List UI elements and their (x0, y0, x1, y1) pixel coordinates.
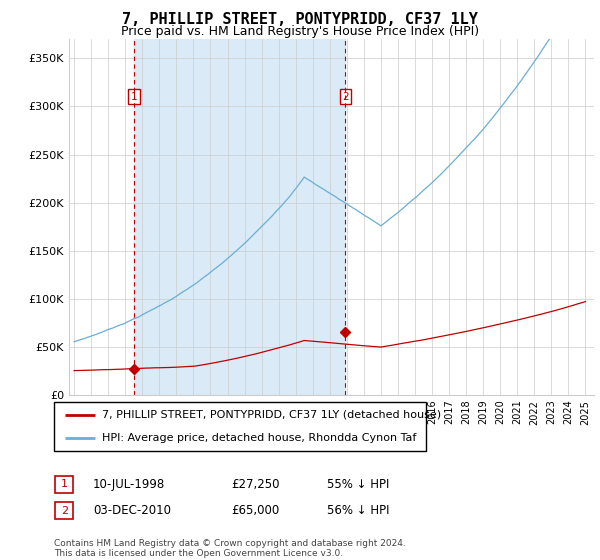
Text: 2: 2 (61, 506, 68, 516)
Text: Price paid vs. HM Land Registry's House Price Index (HPI): Price paid vs. HM Land Registry's House … (121, 25, 479, 38)
Text: 56% ↓ HPI: 56% ↓ HPI (327, 504, 389, 517)
FancyBboxPatch shape (55, 476, 73, 493)
Text: HPI: Average price, detached house, Rhondda Cynon Taf: HPI: Average price, detached house, Rhon… (103, 433, 417, 444)
Text: 2: 2 (342, 92, 349, 102)
Text: 55% ↓ HPI: 55% ↓ HPI (327, 478, 389, 491)
Text: 7, PHILLIP STREET, PONTYPRIDD, CF37 1LY (detached house): 7, PHILLIP STREET, PONTYPRIDD, CF37 1LY … (103, 410, 442, 420)
Text: £27,250: £27,250 (231, 478, 280, 491)
FancyBboxPatch shape (55, 502, 73, 519)
Text: 10-JUL-1998: 10-JUL-1998 (93, 478, 165, 491)
Text: 03-DEC-2010: 03-DEC-2010 (93, 504, 171, 517)
Text: 1: 1 (61, 479, 68, 489)
FancyBboxPatch shape (54, 402, 426, 451)
Text: Contains HM Land Registry data © Crown copyright and database right 2024.
This d: Contains HM Land Registry data © Crown c… (54, 539, 406, 558)
Text: £65,000: £65,000 (231, 504, 279, 517)
Text: 1: 1 (131, 92, 137, 102)
Text: 7, PHILLIP STREET, PONTYPRIDD, CF37 1LY: 7, PHILLIP STREET, PONTYPRIDD, CF37 1LY (122, 12, 478, 27)
Bar (134, 39, 346, 395)
